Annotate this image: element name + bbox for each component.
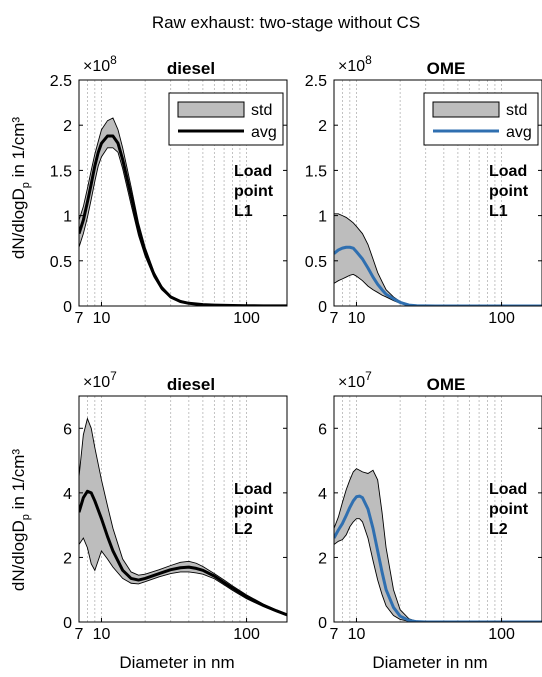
series-group: [334, 468, 542, 622]
x-axis-label-right: Diameter in nm: [372, 653, 487, 672]
std-lower-line: [334, 273, 542, 306]
series-group: [79, 117, 287, 306]
axes-box: [333, 79, 542, 307]
legend-std-swatch: [177, 101, 245, 118]
y-tick-label: 0: [318, 615, 327, 632]
y-axis-label-top: dN/dlogDp in 1/cm³: [9, 117, 32, 260]
y-tick-label: 2: [63, 118, 72, 135]
x-tick-label: 100: [488, 626, 515, 643]
avg-line: [79, 134, 287, 306]
x-tick-label: 10: [348, 626, 366, 643]
x-tick-label: 10: [93, 310, 111, 327]
load-point-annotation: Load point L2: [234, 481, 274, 538]
std-upper-line: [334, 213, 542, 306]
panel-title: diesel: [167, 375, 215, 394]
panel-diesel-L1: 0 0.5 1 1.5 2 2.5 7 10 100 ×108 diesel Load point L1 s…: [50, 53, 288, 327]
panel-diesel-L2: 0 2 4 6 7 10 100 ×107 diesel Load point L2: [63, 369, 288, 643]
y-tick-label: 4: [318, 486, 327, 503]
panel-ome-L1: 0 0.5 1 1.5 2 2.5 7 10 100 ×108 OME Load point L1 std a…: [305, 53, 542, 327]
x-tick-label: 100: [488, 310, 515, 327]
std-upper-line: [334, 468, 542, 622]
y-tick-label: 2: [318, 550, 327, 567]
avg-line: [334, 245, 542, 306]
y-tick-label: 0: [63, 615, 72, 632]
load-point-annotation: Load point L1: [489, 163, 529, 220]
avg-line: [334, 494, 542, 622]
axes-box: [78, 79, 288, 307]
x-tick-label: 10: [93, 626, 111, 643]
x-tick-label: 100: [233, 310, 260, 327]
legend-std-label: std: [251, 102, 272, 119]
y-tick-label: 2.5: [305, 73, 327, 90]
axis-multiplier: ×107: [338, 369, 372, 391]
axes-box: [333, 395, 542, 623]
x-tick-label: 7: [330, 310, 339, 327]
axis-multiplier: ×108: [338, 53, 372, 75]
series-group: [334, 213, 542, 306]
y-tick-label: 0: [63, 299, 72, 316]
legend: std avg: [423, 92, 539, 146]
y-tick-label: 1.5: [305, 163, 327, 180]
legend-std-label: std: [506, 102, 527, 119]
legend: std avg: [168, 92, 284, 146]
x-tick-label: 7: [75, 310, 84, 327]
y-tick-label: 0: [318, 299, 327, 316]
legend-std-swatch: [432, 101, 500, 118]
legend-avg-label: avg: [506, 124, 532, 141]
legend-avg-label: avg: [251, 124, 277, 141]
y-tick-label: 4: [63, 486, 72, 503]
y-tick-label: 6: [63, 421, 72, 438]
y-tick-label: 0.5: [50, 254, 72, 271]
x-tick-label: 7: [330, 626, 339, 643]
y-tick-label: 1: [63, 209, 72, 226]
axis-multiplier: ×108: [83, 53, 117, 75]
x-tick-label: 10: [348, 310, 366, 327]
x-tick-label: 100: [233, 626, 260, 643]
y-tick-label: 2: [318, 118, 327, 135]
plot-area: [79, 396, 287, 622]
panel-ome-L2: 0 2 4 6 7 10 100 ×107 OME Load point L2: [318, 369, 542, 643]
x-tick-label: 7: [75, 626, 84, 643]
series-group: [79, 417, 287, 617]
y-tick-label: 2.5: [50, 73, 72, 90]
y-tick-label: 1.5: [50, 163, 72, 180]
panel-title: diesel: [167, 59, 215, 78]
std-upper-line: [79, 417, 287, 615]
y-tick-label: 6: [318, 421, 327, 438]
y-tick-label: 1: [318, 209, 327, 226]
y-tick-label: 0.5: [305, 254, 327, 271]
std-lower-line: [79, 537, 287, 616]
y-axis-label-bottom: dN/dlogDp in 1/cm³: [9, 449, 32, 592]
load-point-annotation: Load point L1: [234, 163, 274, 220]
load-point-annotation: Load point L2: [489, 481, 529, 538]
figure-title: Raw exhaust: two-stage without CS: [152, 13, 420, 32]
x-axis-label-left: Diameter in nm: [119, 653, 234, 672]
std-lower-line: [334, 518, 542, 622]
panel-title: OME: [427, 375, 466, 394]
axis-multiplier: ×107: [83, 369, 117, 391]
y-tick-label: 2: [63, 550, 72, 567]
axes-box: [78, 395, 288, 623]
avg-line: [79, 489, 287, 617]
panel-title: OME: [427, 59, 466, 78]
